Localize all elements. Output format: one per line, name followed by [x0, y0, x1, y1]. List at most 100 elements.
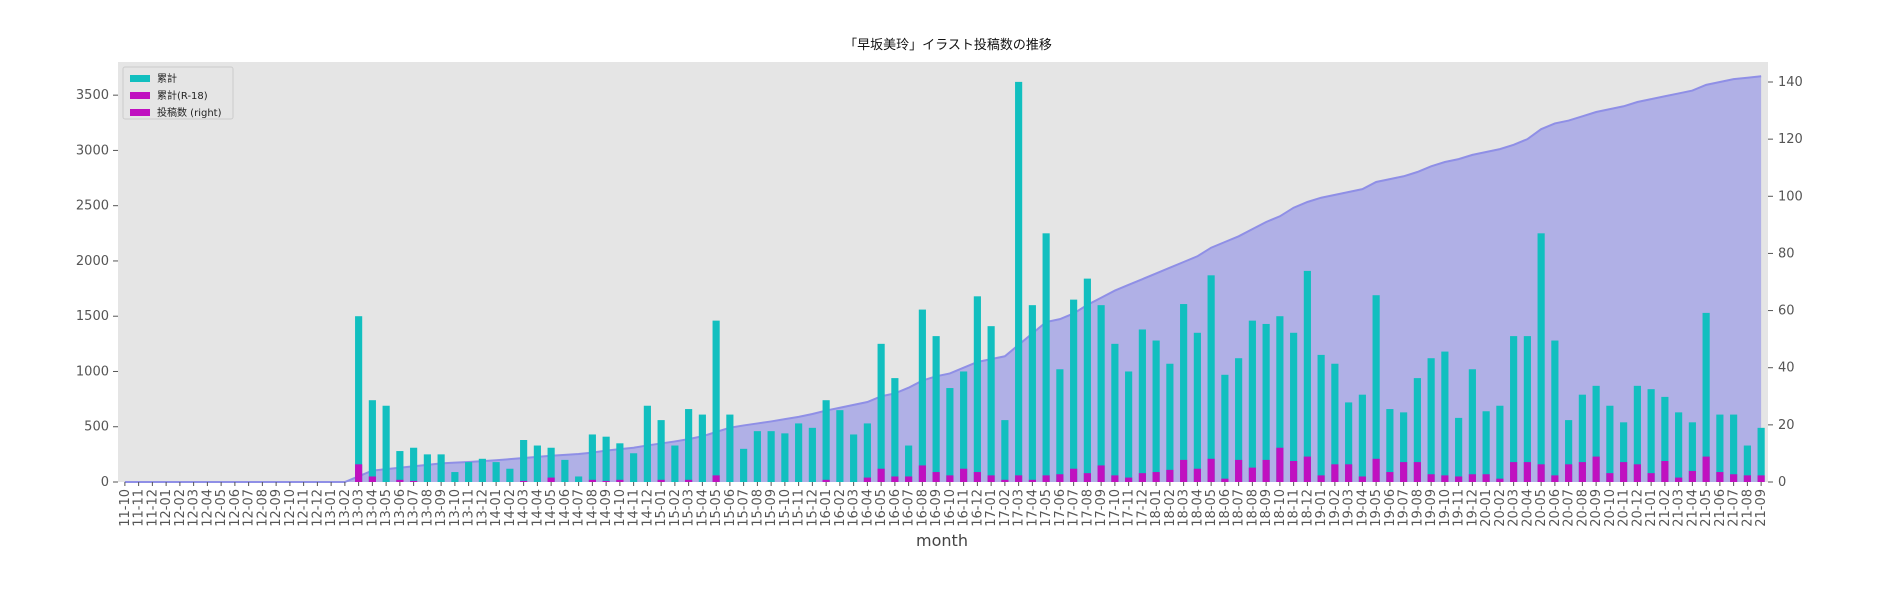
- bar-total-15-09: [767, 431, 775, 482]
- bar-total-21-08: [1743, 445, 1751, 482]
- bar-r18-18-12: [1303, 456, 1311, 482]
- bar-r18-19-01: [1317, 475, 1325, 482]
- bar-total-19-09: [1427, 358, 1435, 482]
- y-tick-label: 3500: [76, 88, 109, 103]
- bar-total-18-12: [1303, 270, 1311, 482]
- x-tick-label: 11-10: [118, 489, 133, 527]
- bar-r18-21-09: [1757, 475, 1765, 482]
- bar-total-17-04: [1028, 305, 1036, 482]
- chart-title: 「早坂美玲」イラスト投稿数の推移: [844, 37, 1052, 53]
- legend-swatch: [130, 92, 150, 99]
- x-tick-label: 13-02: [338, 489, 353, 527]
- x-tick-label: 19-08: [1410, 489, 1425, 527]
- bar-total-21-09: [1757, 427, 1765, 482]
- x-tick-label: 15-02: [668, 489, 683, 527]
- bar-total-18-04: [1193, 332, 1201, 482]
- x-tick-label: 18-04: [1190, 489, 1205, 527]
- bar-total-16-12: [973, 296, 981, 482]
- bar-total-15-07: [740, 448, 748, 482]
- bar-r18-17-10: [1111, 475, 1119, 482]
- x-tick-label: 21-03: [1672, 489, 1687, 527]
- bar-r18-17-03: [1015, 475, 1023, 482]
- bar-r18-15-05: [712, 475, 720, 482]
- bar-total-15-06: [726, 414, 734, 482]
- bar-total-13-09: [437, 454, 445, 482]
- legend-label: 投稿数 (right): [157, 106, 222, 119]
- x-tick-label: 17-03: [1012, 489, 1027, 527]
- bar-total-21-02: [1661, 396, 1669, 482]
- x-tick-label: 14-01: [489, 489, 504, 527]
- x-tick-label: 21-01: [1644, 489, 1659, 527]
- series-area-posts-fill: [124, 76, 1762, 482]
- x-tick-label: 15-09: [764, 489, 779, 527]
- bar-total-14-04: [533, 445, 541, 482]
- bar-total-18-09: [1262, 323, 1270, 482]
- bar-total-14-07: [575, 476, 583, 482]
- x-tick-label: 19-02: [1328, 489, 1343, 527]
- bar-r18-18-05: [1207, 458, 1215, 482]
- bar-r18-16-04: [863, 477, 871, 482]
- bar-r18-20-01: [1482, 474, 1490, 482]
- x-tick-label: 12-07: [242, 489, 257, 527]
- x-tick-label: 19-07: [1397, 489, 1412, 527]
- bar-r18-15-01: [657, 479, 665, 482]
- bar-total-18-05: [1207, 275, 1215, 482]
- bar-total-14-02: [506, 468, 514, 482]
- bar-r18-20-09: [1592, 456, 1600, 482]
- x-tick-label: 21-02: [1658, 489, 1673, 527]
- bar-r18-19-07: [1400, 462, 1408, 482]
- bar-total-21-05: [1702, 312, 1710, 482]
- bar-total-19-06: [1386, 409, 1394, 482]
- y-tick-label: 500: [84, 420, 109, 435]
- bar-total-13-07: [410, 447, 418, 482]
- x-tick-label: 15-03: [682, 489, 697, 527]
- x-tick-label: 13-01: [324, 489, 339, 527]
- bar-total-19-04: [1358, 394, 1366, 482]
- bar-r18-19-11: [1455, 476, 1463, 482]
- x-tick-label: 12-02: [173, 489, 188, 527]
- bar-total-16-07: [905, 445, 913, 482]
- bar-total-18-06: [1221, 374, 1229, 482]
- x-tick-label: 19-05: [1369, 489, 1384, 527]
- bar-total-20-09: [1592, 385, 1600, 482]
- bar-r18-13-07: [410, 480, 418, 482]
- x-tick-label: 13-10: [448, 489, 463, 527]
- bar-r18-21-06: [1716, 472, 1724, 482]
- bar-total-20-08: [1578, 394, 1586, 482]
- x-tick-label: 18-01: [1149, 489, 1164, 527]
- bar-total-14-10: [616, 443, 624, 482]
- bar-r18-14-05: [547, 477, 555, 482]
- bar-r18-16-06: [891, 476, 899, 482]
- bar-total-21-04: [1688, 422, 1696, 482]
- x-tick-label: 20-09: [1589, 489, 1604, 527]
- bar-r18-21-04: [1688, 470, 1696, 482]
- x-tick-label: 12-01: [159, 489, 174, 527]
- x-tick-label: 16-09: [929, 489, 944, 527]
- bar-total-19-07: [1400, 412, 1408, 482]
- x-tick-label: 15-06: [723, 489, 738, 527]
- bar-r18-16-05: [877, 468, 885, 482]
- bar-r18-16-08: [918, 465, 926, 482]
- bar-total-17-08: [1083, 278, 1091, 482]
- bar-r18-14-09: [602, 480, 610, 482]
- x-tick-label: 20-10: [1603, 489, 1618, 527]
- x-tick-label: 20-05: [1534, 489, 1549, 527]
- bar-total-21-07: [1730, 414, 1738, 482]
- bar-r18-21-05: [1702, 456, 1710, 482]
- bar-total-16-08: [918, 309, 926, 482]
- x-tick-label: 15-08: [750, 489, 765, 527]
- x-tick-label: 14-04: [530, 489, 545, 527]
- y-tick-label: 2500: [76, 199, 109, 214]
- bar-r18-20-12: [1633, 464, 1641, 482]
- x-tick-label: 15-05: [709, 489, 724, 527]
- bar-total-14-03: [520, 440, 528, 482]
- bar-total-18-02: [1166, 363, 1174, 482]
- bar-total-14-05: [547, 447, 555, 482]
- bar-r18-19-08: [1413, 462, 1421, 482]
- bar-total-15-02: [671, 445, 679, 482]
- bar-total-13-11: [465, 462, 473, 482]
- bar-r18-19-04: [1358, 476, 1366, 482]
- bar-r18-20-05: [1537, 464, 1545, 482]
- bar-total-20-11: [1620, 422, 1628, 482]
- x-tick-label: 13-06: [393, 489, 408, 527]
